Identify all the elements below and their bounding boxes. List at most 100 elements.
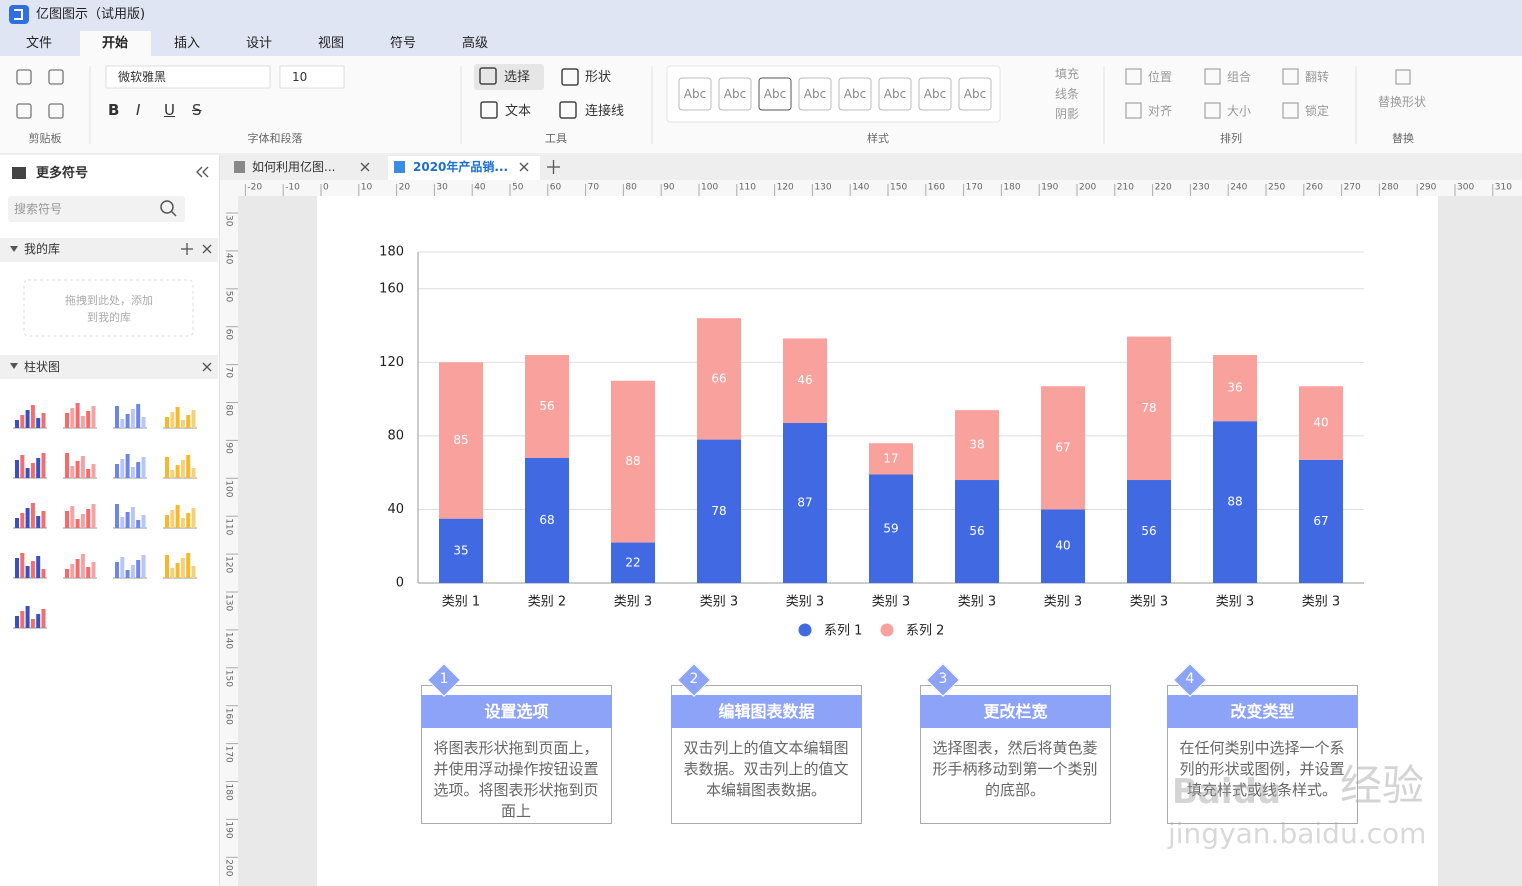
style-swatch-box (918, 77, 952, 111)
thumb-bar (36, 458, 41, 478)
chart-thumbnail[interactable] (163, 407, 197, 429)
step-number: 3 (938, 671, 948, 687)
chart-thumbnail[interactable] (163, 553, 197, 579)
style-swatch[interactable]: Abc (963, 87, 987, 101)
arrange-button[interactable]: 组合 (1227, 70, 1252, 84)
step-text: 选择图表，然后将黄色菱形手柄移动到第一个类别的底部。 (932, 739, 1098, 799)
format-button[interactable]: I (136, 101, 141, 119)
style-swatch[interactable]: Abc (923, 87, 947, 101)
y-tick-label: 40 (387, 502, 404, 517)
format-button[interactable]: U (164, 101, 175, 119)
thumb-bar (20, 455, 25, 478)
tool-button[interactable]: 选择 (504, 70, 531, 85)
menu-tab[interactable]: 文件 (25, 36, 52, 51)
tab-icon (394, 161, 405, 173)
menu-tab[interactable]: 插入 (173, 36, 200, 51)
chart-thumbnail[interactable] (13, 453, 47, 479)
chart-thumbnail[interactable] (13, 606, 47, 629)
ribbon-group-label: 工具 (545, 132, 567, 145)
tool-button[interactable]: 文本 (505, 104, 532, 119)
font-size-select[interactable]: 10 (292, 70, 308, 84)
bar-segment (439, 518, 483, 583)
thumb-bar (191, 566, 196, 578)
ruler-label: 90 (663, 183, 675, 193)
style-option[interactable]: 线条 (1055, 87, 1080, 101)
format-button[interactable]: B (108, 101, 120, 119)
chart-thumbnail[interactable] (63, 403, 97, 429)
thumb-bar (141, 417, 146, 428)
clipboard-icon (16, 103, 32, 119)
style-swatch[interactable]: Abc (683, 87, 707, 101)
ruler-label: 30 (224, 215, 234, 227)
replace-button[interactable]: 替换形状 (1378, 95, 1427, 109)
thumb-bar (65, 453, 69, 478)
chart-thumbnail[interactable] (63, 504, 97, 529)
ruler-label: 50 (224, 291, 234, 303)
sidebar-title[interactable]: 更多符号 (36, 166, 89, 181)
arrange-button[interactable]: 大小 (1227, 104, 1252, 118)
chart-thumbnail[interactable] (63, 554, 97, 579)
font-family-select[interactable]: 微软雅黑 (118, 70, 167, 84)
bar-segment (869, 474, 913, 583)
style-swatch[interactable]: Abc (803, 87, 827, 101)
legend-marker (880, 623, 894, 637)
bar-segment (697, 318, 741, 440)
thumb-bar (41, 569, 46, 578)
format-button[interactable]: S (192, 101, 202, 119)
chart-thumbnail[interactable] (113, 555, 147, 579)
x-tick-label: 类别 2 (528, 595, 566, 610)
style-swatch[interactable]: Abc (843, 87, 867, 101)
chart-thumbnail[interactable] (113, 454, 147, 479)
thumb-bar (41, 453, 46, 478)
thumb-bar (91, 504, 96, 528)
watermark-url: jingyan.baidu.com (1168, 817, 1427, 850)
style-swatch[interactable]: Abc (883, 87, 907, 101)
chart-thumbnail[interactable] (13, 503, 47, 529)
bar-segment (1041, 386, 1085, 510)
style-swatch-box (758, 77, 792, 111)
ruler-label: 60 (550, 183, 562, 193)
style-option[interactable]: 填充 (1055, 67, 1080, 81)
y-tick-label: 80 (387, 428, 404, 443)
ruler-label: 230 (1192, 183, 1209, 193)
chart-thumbnail[interactable] (163, 505, 197, 529)
menu-tab[interactable]: 符号 (389, 36, 416, 51)
doc-tab[interactable]: 如何利用亿图... (252, 160, 336, 174)
chart-thumbnail[interactable] (13, 553, 47, 579)
section-header[interactable]: 柱状图 (24, 360, 61, 374)
menu-tab[interactable]: 开始 (101, 36, 128, 51)
arrange-button[interactable]: 锁定 (1305, 104, 1330, 118)
bar-segment (697, 439, 741, 583)
style-swatch[interactable]: Abc (723, 87, 747, 101)
ruler-label: 110 (739, 183, 756, 193)
style-swatch[interactable]: Abc (763, 87, 787, 101)
doc-tab-active[interactable]: 2020年产品销... (413, 160, 509, 174)
arrange-icon (1282, 68, 1299, 85)
chart-thumbnail[interactable] (13, 405, 47, 429)
bar-segment (439, 362, 483, 519)
style-option[interactable]: 阴影 (1055, 107, 1080, 121)
ruler-label: 290 (1419, 183, 1436, 193)
arrange-button[interactable]: 位置 (1148, 70, 1173, 84)
menu-tab[interactable]: 视图 (317, 36, 344, 51)
chart-thumbnail[interactable] (113, 504, 147, 529)
chart-thumbnail[interactable] (163, 455, 197, 479)
ruler-label: 100 (224, 480, 234, 497)
menu-tab[interactable]: 设计 (245, 36, 272, 51)
tool-button[interactable]: 形状 (585, 70, 612, 85)
arrange-icon (1204, 68, 1221, 85)
chart-thumbnail[interactable] (113, 404, 147, 429)
arrange-button[interactable]: 翻转 (1305, 70, 1330, 84)
tool-button[interactable]: 连接线 (585, 104, 625, 119)
thumb-bar (70, 466, 75, 478)
sidebar-icon (12, 167, 26, 179)
search-box[interactable]: 搜索符号 (14, 202, 63, 216)
arrange-button[interactable]: 对齐 (1148, 104, 1173, 118)
chart-thumbnail[interactable] (63, 453, 97, 479)
menu-tab[interactable]: 高级 (461, 36, 488, 51)
library-header[interactable]: 我的库 (24, 242, 61, 256)
ruler-label: 120 (777, 183, 794, 193)
bar-segment (955, 480, 999, 583)
ruler-label: 240 (1230, 183, 1247, 193)
ruler-label: 60 (224, 329, 234, 341)
